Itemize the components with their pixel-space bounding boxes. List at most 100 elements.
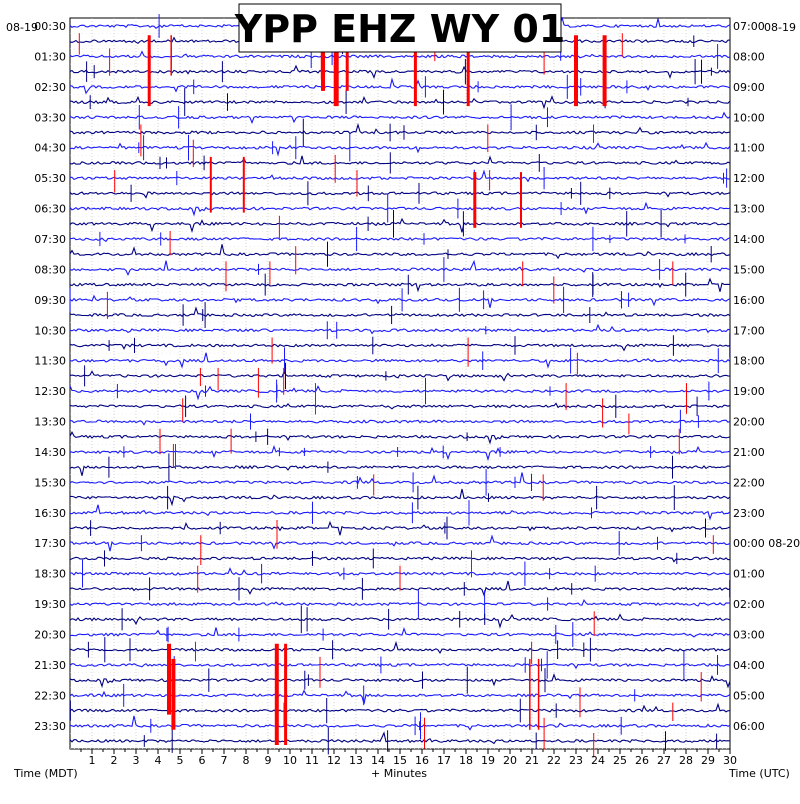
left-time-label: 08:30 (34, 263, 66, 276)
title-box (238, 3, 562, 53)
x-tick-label-16: 16 (415, 754, 429, 767)
x-tick-label-22: 22 (547, 754, 561, 767)
x-axis-ticks: 1 2 3 4 5 6 7 8 9 10 11 12 13 14 15 16 17 18 19 20 21 22 23 24 2… (80, 749, 737, 767)
seismic-trace-row-6 (69, 111, 731, 125)
seismic-trace-row-20 (69, 323, 731, 335)
seismic-trace-row-33 (69, 520, 731, 536)
seismic-trace-row-4 (70, 77, 731, 95)
left-time-label: 09:30 (34, 294, 66, 307)
left-time-label: 11:30 (34, 355, 66, 368)
left-time-label: 05:30 (34, 172, 66, 185)
right-time-label: 06:00 (733, 720, 765, 733)
seismic-trace-row-41 (69, 640, 731, 654)
x-tick-label-1: 1 (89, 754, 96, 767)
x-tick-label-26: 26 (635, 754, 649, 767)
seismic-trace-row-42 (69, 662, 731, 670)
left-time-label: 01:30 (34, 50, 66, 63)
seismic-trace-row-3 (69, 64, 731, 80)
seismic-trace-row-25 (69, 402, 731, 410)
x-tick-label-20: 20 (503, 754, 517, 767)
left-time-label: 04:30 (34, 142, 66, 155)
x-tick-label-19: 19 (481, 754, 495, 767)
x-axis-label: + Minutes (371, 767, 427, 780)
right-time-label: 22:00 (733, 476, 765, 489)
seismic-trace-row-30 (69, 472, 731, 485)
right-time-label: 14:00 (733, 233, 765, 246)
seismic-trace-row-47 (69, 731, 731, 745)
x-tick-label-9: 9 (265, 754, 272, 767)
x-tick-label-29: 29 (701, 754, 715, 767)
x-tick-label-27: 27 (657, 754, 671, 767)
seismic-trace-row-28 (69, 444, 731, 462)
left-time-label: 10:30 (34, 324, 66, 337)
right-time-label: 02:00 (733, 598, 765, 611)
right-time-label: 04:00 (733, 659, 765, 672)
chart-title: YPP EHZ WY 01 (234, 7, 566, 51)
seismic-trace-row-43 (69, 673, 731, 689)
seismic-trace-row-5 (69, 95, 731, 110)
right-time-label: 10:00 (733, 111, 765, 124)
seismic-trace-row-32 (69, 504, 731, 521)
grid-layer (70, 18, 730, 749)
x-tick-label-2: 2 (111, 754, 118, 767)
seismic-trace-row-35 (69, 556, 731, 563)
right-time-label: 09:00 (733, 81, 765, 94)
seismic-trace-row-12 (69, 201, 731, 217)
x-tick-label-25: 25 (613, 754, 627, 767)
left-time-label: 00:30 (34, 20, 66, 33)
x-tick-label-10: 10 (283, 754, 297, 767)
seismic-trace-row-21 (69, 343, 731, 352)
seismic-trace-row-10 (69, 169, 730, 183)
seismic-trace-row-8 (69, 141, 731, 157)
right-time-label: 23:00 (733, 507, 765, 520)
seismic-trace-row-22 (69, 352, 731, 369)
right-time-label: 01:00 (733, 568, 765, 581)
x-tick-label-24: 24 (591, 754, 605, 767)
x-tick-label-11: 11 (305, 754, 319, 767)
x-tick-label-28: 28 (679, 754, 693, 767)
x-tick-label-18: 18 (459, 754, 473, 767)
trace-layer (69, 14, 731, 755)
left-time-label: 14:30 (34, 446, 66, 459)
left-time-labels: 00:30 01:30 02:30 03:30 04:30 05:30 06:30 07:30… (34, 20, 66, 733)
x-tick-label-14: 14 (371, 754, 385, 767)
x-tick-label-30: 30 (723, 754, 737, 767)
left-time-label: 18:30 (34, 568, 66, 581)
left-time-label: 07:30 (34, 233, 66, 246)
seismic-trace-row-14 (69, 236, 731, 243)
right-time-label: 20:00 (733, 416, 765, 429)
left-time-label: 03:30 (34, 111, 66, 124)
seismic-trace-row-7 (69, 122, 731, 135)
right-time-label: 13:00 (733, 203, 765, 216)
seismic-trace-row-23 (69, 370, 731, 382)
x-tick-label-21: 21 (525, 754, 539, 767)
x-tick-label-8: 8 (243, 754, 250, 767)
seismic-trace-row-11 (69, 191, 731, 199)
seismic-trace-row-18 (69, 294, 731, 308)
seismic-trace-row-19 (69, 306, 731, 318)
x-tick-label-5: 5 (177, 754, 184, 767)
x-tick-label-17: 17 (437, 754, 451, 767)
left-time-label: 02:30 (34, 81, 66, 94)
right-time-label: 15:00 (733, 263, 765, 276)
left-time-label: 23:30 (34, 720, 66, 733)
left-time-label: 15:30 (34, 476, 66, 489)
left-time-label: 16:30 (34, 507, 66, 520)
right-time-label: 00:00 08-20 (733, 537, 800, 550)
left-time-label: 22:30 (34, 689, 66, 702)
seismic-trace-row-9 (69, 155, 731, 165)
left-axis-label: Time (MDT) (13, 767, 78, 780)
seismic-trace-row-45 (69, 702, 731, 713)
left-time-label: 20:30 (34, 629, 66, 642)
right-time-label: 18:00 (733, 355, 765, 368)
seismic-trace-row-46 (69, 715, 731, 731)
right-time-labels: 07:00 08:00 09:00 10:00 11:00 12:00 13:00 14:00… (733, 20, 800, 733)
right-time-label: 21:00 (733, 446, 765, 459)
seismic-trace-row-29 (69, 465, 731, 476)
left-time-label: 17:30 (34, 537, 66, 550)
right-time-label: 12:00 (733, 172, 765, 185)
seismic-trace-row-13 (69, 217, 731, 234)
x-tick-label-15: 15 (393, 754, 407, 767)
